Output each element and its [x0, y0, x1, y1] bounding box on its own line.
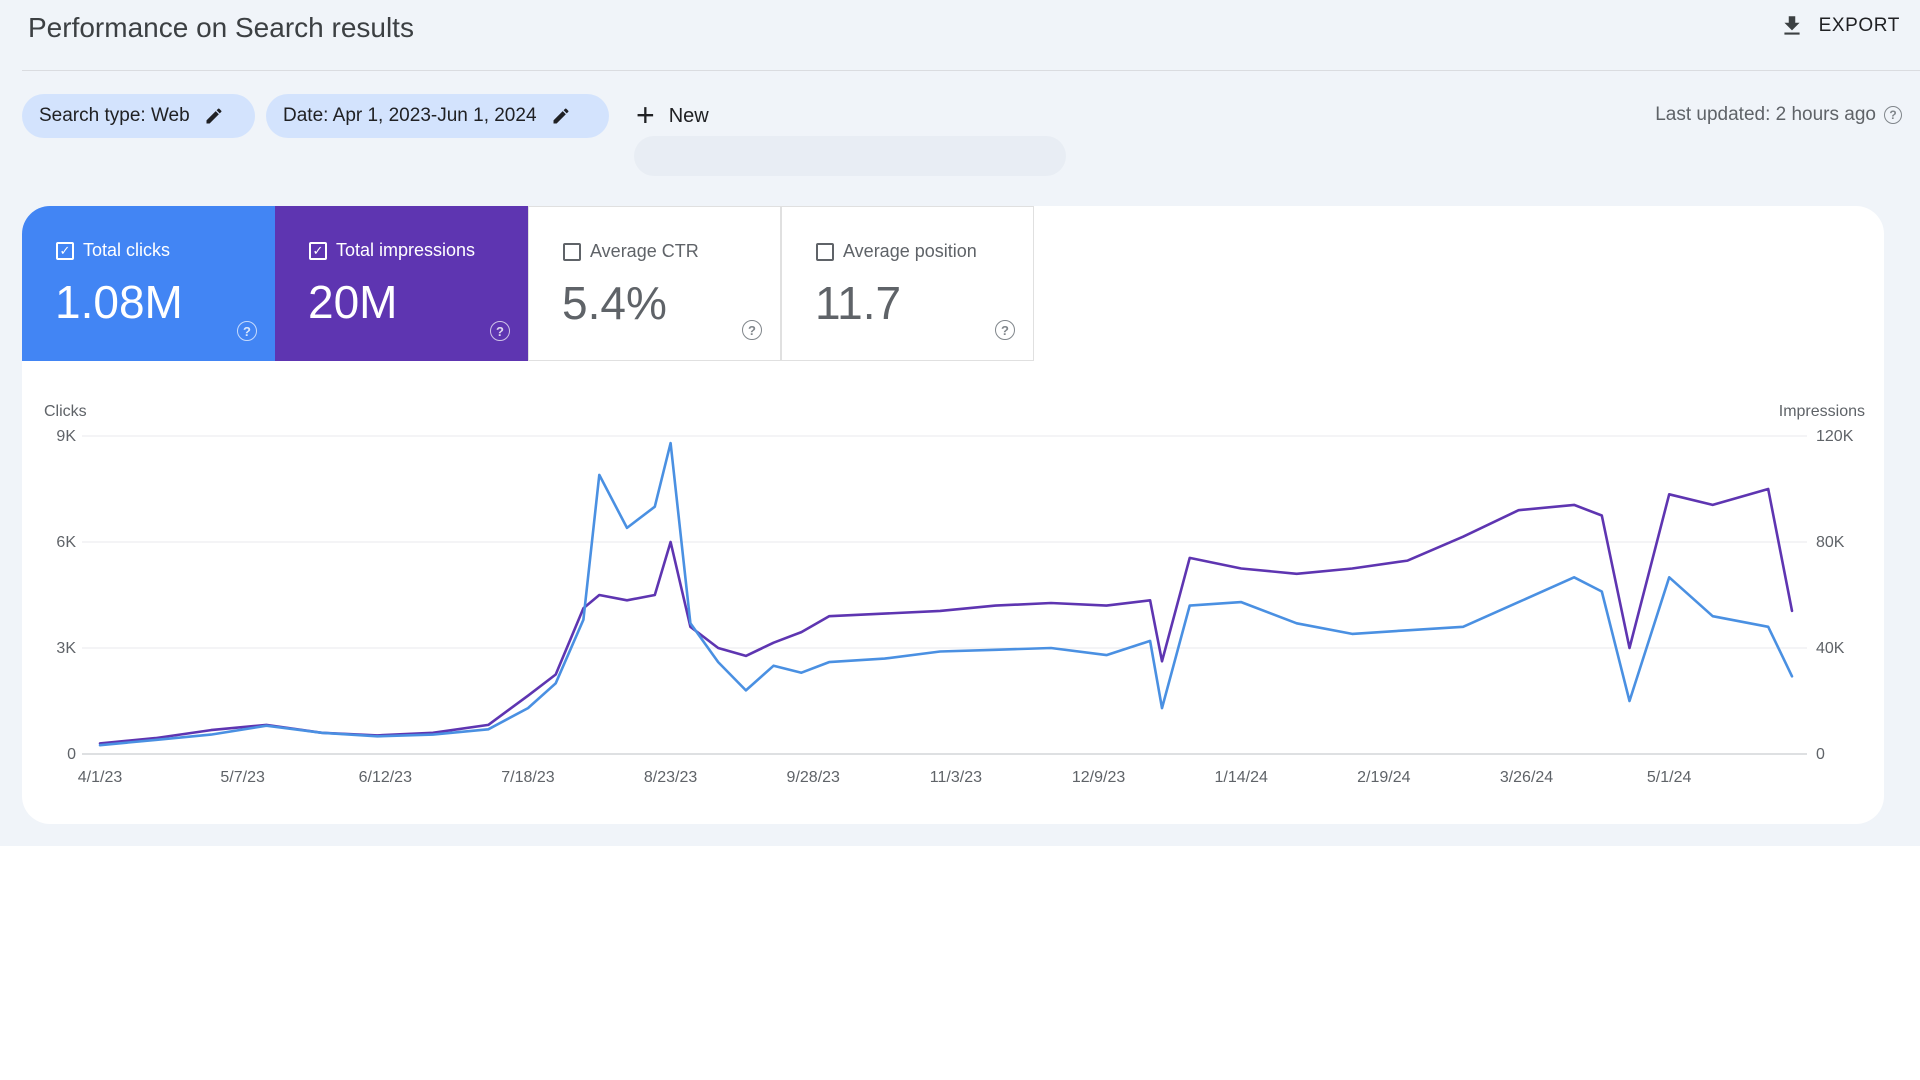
- metric-value: 1.08M: [55, 276, 183, 328]
- search-type-filter-chip[interactable]: Search type: Web: [22, 94, 255, 138]
- top-area: Performance on Search results EXPORT Sea…: [0, 0, 1920, 846]
- clicks-series-line: [98, 441, 1794, 747]
- x-tick-label: 4/1/23: [78, 769, 123, 786]
- x-tick-label: 3/26/24: [1500, 769, 1553, 786]
- x-tick-label: 1/14/24: [1215, 769, 1268, 786]
- performance-card: ✓ Total clicks 1.08M ? ✓ Total impressio…: [22, 206, 1884, 824]
- checkbox-checked-icon[interactable]: ✓: [309, 241, 327, 260]
- x-tick-label: 7/18/23: [501, 769, 554, 786]
- download-icon: [1784, 16, 1800, 35]
- y-tick-right: 80K: [1816, 534, 1845, 551]
- x-tick-label: 12/9/23: [1072, 769, 1125, 786]
- loading-placeholder: [634, 136, 1066, 176]
- help-icon[interactable]: ?: [742, 320, 762, 340]
- x-tick-label: 2/19/24: [1357, 769, 1410, 786]
- help-icon[interactable]: ?: [237, 321, 257, 341]
- y-axis-title-right: Impressions: [1779, 403, 1865, 420]
- y-tick-left: 3K: [56, 640, 76, 657]
- new-filter-button[interactable]: + New: [636, 96, 709, 136]
- page-title: Performance on Search results: [28, 12, 414, 43]
- help-icon[interactable]: ?: [490, 321, 510, 341]
- performance-line-chart: Clicks Impressions 0 0 3K 40K 6K 80K 9K 120K 4/1/…: [44, 403, 1865, 786]
- date-range-label: Date: Apr 1, 2023-Jun 1, 2024: [283, 105, 537, 126]
- last-updated-text: Last updated: 2 hours ago: [1655, 104, 1876, 125]
- search-type-label: Search type: Web: [39, 105, 190, 126]
- metric-average-ctr[interactable]: Average CTR 5.4% ?: [528, 206, 781, 361]
- metric-value: 5.4%: [562, 277, 667, 329]
- y-tick-left: 9K: [56, 428, 76, 445]
- metric-total-clicks[interactable]: ✓ Total clicks 1.08M ?: [22, 206, 275, 361]
- y-tick-left: 0: [67, 746, 76, 763]
- checkbox-checked-icon[interactable]: ✓: [56, 241, 74, 260]
- metric-label: Average position: [843, 241, 977, 261]
- impressions-series-line: [98, 487, 1794, 745]
- metric-value: 20M: [308, 276, 398, 328]
- help-icon[interactable]: ?: [1884, 106, 1902, 124]
- y-axis-title-left: Clicks: [44, 403, 87, 420]
- help-icon[interactable]: ?: [995, 320, 1015, 340]
- metric-label: Average CTR: [590, 241, 699, 261]
- export-button[interactable]: EXPORT: [1779, 10, 1900, 42]
- last-updated: Last updated: 2 hours ago ?: [1655, 104, 1902, 126]
- y-tick-right: 0: [1816, 746, 1825, 763]
- metric-average-position[interactable]: Average position 11.7 ?: [781, 206, 1034, 361]
- edit-pencil-icon: [206, 108, 222, 124]
- metric-label: Total impressions: [336, 240, 476, 260]
- x-tick-label: 11/3/23: [930, 769, 982, 786]
- new-filter-label: New: [668, 104, 709, 127]
- metric-value: 11.7: [815, 277, 902, 329]
- export-label: EXPORT: [1818, 15, 1900, 36]
- x-tick-label: 9/28/23: [787, 769, 840, 786]
- y-tick-right: 120K: [1816, 428, 1854, 445]
- y-tick-right: 40K: [1816, 640, 1845, 657]
- metric-label: Total clicks: [83, 240, 171, 260]
- x-tick-label: 5/1/24: [1647, 769, 1692, 786]
- x-tick-label: 6/12/23: [359, 769, 412, 786]
- plus-icon: +: [636, 96, 655, 133]
- x-tick-label: 5/7/23: [220, 769, 265, 786]
- y-tick-left: 6K: [56, 534, 76, 551]
- edit-pencil-icon: [553, 108, 569, 124]
- checkbox-unchecked-icon[interactable]: [816, 242, 834, 261]
- checkbox-unchecked-icon[interactable]: [563, 242, 581, 261]
- header-divider: [22, 70, 1920, 71]
- metric-total-impressions[interactable]: ✓ Total impressions 20M ?: [275, 206, 528, 361]
- x-tick-label: 8/23/23: [644, 769, 697, 786]
- date-filter-chip[interactable]: Date: Apr 1, 2023-Jun 1, 2024: [266, 94, 609, 138]
